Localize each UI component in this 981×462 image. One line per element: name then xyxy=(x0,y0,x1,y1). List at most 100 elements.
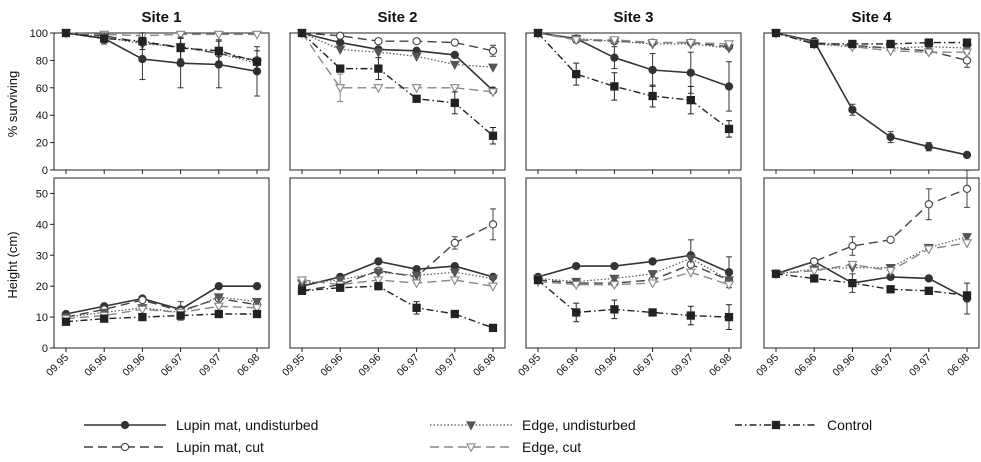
data-point xyxy=(138,37,147,46)
data-point xyxy=(137,305,148,315)
data-point xyxy=(374,37,383,46)
x-tick-label: 06.97 xyxy=(159,352,186,379)
site-title: Site 4 xyxy=(851,9,892,26)
data-point xyxy=(961,233,973,243)
y-axis-label-height: Height (cm) xyxy=(5,231,20,298)
legend-marker xyxy=(465,421,477,431)
series-lupin_cut xyxy=(61,28,262,65)
data-point xyxy=(962,291,972,300)
series-control xyxy=(533,28,734,138)
series-line xyxy=(301,279,494,287)
data-point xyxy=(374,64,383,73)
series-line xyxy=(301,32,494,68)
data-point xyxy=(251,30,263,40)
series-lupin_cut xyxy=(297,208,498,295)
data-point xyxy=(374,257,383,266)
data-point xyxy=(924,286,933,295)
series-line xyxy=(537,279,730,318)
data-point xyxy=(924,38,933,47)
data-point xyxy=(336,31,345,40)
series-line xyxy=(301,32,494,52)
series-edge_undisturbed xyxy=(60,29,263,69)
legend-label: Edge, undisturbed xyxy=(522,417,636,433)
data-point xyxy=(847,260,858,271)
legend-marker xyxy=(771,420,781,430)
series-control xyxy=(61,309,262,326)
data-point xyxy=(335,45,346,55)
y-tick-label: 50 xyxy=(36,188,48,200)
x-tick-label: 09.95 xyxy=(754,352,781,379)
data-point xyxy=(924,142,933,151)
data-point xyxy=(962,150,972,160)
data-point xyxy=(213,302,224,312)
series-control xyxy=(297,28,498,145)
x-tick-label: 09.96 xyxy=(356,352,383,379)
y-tick-label: 60 xyxy=(36,83,48,95)
series-line xyxy=(65,32,258,63)
data-point xyxy=(647,279,658,289)
data-point xyxy=(685,38,696,49)
height-panel: 09.95 06.96 09.96 06.97 09.97 06.98 xyxy=(516,177,742,379)
data-point xyxy=(450,38,459,47)
data-point xyxy=(487,63,499,73)
series-line xyxy=(65,32,257,37)
y-tick-label: 0 xyxy=(42,165,48,177)
data-point xyxy=(214,282,223,291)
series-control xyxy=(771,28,972,49)
panel-frame xyxy=(525,177,742,349)
series-line xyxy=(65,305,258,320)
series-control xyxy=(297,282,498,333)
data-point xyxy=(176,311,185,320)
data-point xyxy=(336,283,345,292)
series-lupin_cut xyxy=(533,260,734,288)
data-point xyxy=(962,184,972,193)
legend-entry-edge_cut: Edge, cut xyxy=(430,439,581,455)
data-point xyxy=(450,261,459,271)
series-edge_cut xyxy=(770,29,973,58)
site-title: Site 1 xyxy=(141,9,181,26)
series-edge_cut xyxy=(770,239,973,280)
y-tick-label: 40 xyxy=(36,110,48,122)
survival-panel: 0 20 40 60 80 100 xyxy=(30,28,270,177)
x-tick-label: 09.97 xyxy=(197,352,224,379)
data-point xyxy=(252,57,262,66)
data-point xyxy=(138,312,147,322)
data-point xyxy=(648,308,657,317)
x-tick-label: 06.97 xyxy=(395,352,422,379)
data-point xyxy=(100,34,109,43)
x-tick-label: 09.95 xyxy=(44,352,71,379)
y-tick-label: 20 xyxy=(36,281,48,293)
data-point xyxy=(848,278,857,288)
x-tick-label: 06.98 xyxy=(707,352,734,379)
data-point xyxy=(886,235,895,244)
x-tick-label: 06.96 xyxy=(82,352,109,379)
x-tick-label: 09.96 xyxy=(592,352,619,379)
data-point xyxy=(213,293,224,303)
data-point xyxy=(571,36,582,46)
height-panel: 09.95 06.96 09.96 06.97 09.97 06.98 xyxy=(754,169,980,379)
series-lupin_cut xyxy=(771,28,972,68)
legend-marker xyxy=(465,443,477,453)
data-point xyxy=(533,275,543,285)
panel-frame xyxy=(763,32,980,171)
series-line xyxy=(775,32,967,45)
series-line xyxy=(65,32,258,64)
data-point xyxy=(609,36,620,46)
series-lupin_undisturbed xyxy=(533,239,734,289)
data-point xyxy=(571,280,582,291)
legend-label: Lupin mat, cut xyxy=(176,439,264,455)
x-tick-label: 09.96 xyxy=(120,352,147,379)
data-point xyxy=(610,53,619,62)
site-title: Site 2 xyxy=(377,9,417,26)
data-point xyxy=(886,39,895,49)
data-point xyxy=(176,58,185,68)
data-point xyxy=(138,54,147,64)
series-line xyxy=(301,260,494,287)
series-line xyxy=(65,313,257,323)
series-line xyxy=(775,32,968,62)
series-line xyxy=(775,242,968,275)
y-tick-label: 100 xyxy=(30,28,48,40)
x-tick-label: 06.96 xyxy=(792,352,819,379)
data-point xyxy=(449,84,460,94)
